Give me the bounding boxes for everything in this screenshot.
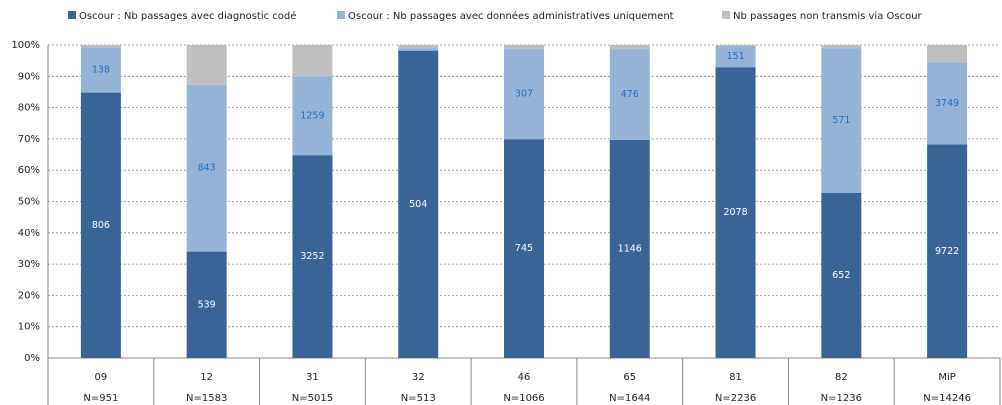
bar-segment <box>504 45 544 50</box>
y-tick-label: 100% <box>11 40 40 51</box>
x-total-label: N=1066 <box>503 393 544 404</box>
y-tick-label: 30% <box>18 259 40 270</box>
bar-segment <box>186 45 227 85</box>
legend-swatch <box>722 11 730 19</box>
x-tick-label: 46 <box>518 372 531 383</box>
data-label: 9722 <box>935 246 959 257</box>
data-label: 652 <box>832 270 850 281</box>
data-label: 307 <box>515 89 533 100</box>
bar-segment <box>398 50 439 358</box>
x-tick-label: 32 <box>412 372 425 383</box>
y-tick-label: 90% <box>18 71 40 82</box>
y-tick-label: 0% <box>24 353 40 364</box>
data-label: 138 <box>92 64 110 75</box>
legend-label: Oscour : Nb passages avec données admini… <box>348 10 674 22</box>
data-label: 3749 <box>935 98 959 109</box>
x-tick-label: 12 <box>200 372 213 383</box>
data-label: 2078 <box>723 207 747 218</box>
x-tick-label: 09 <box>95 372 108 383</box>
y-tick-label: 20% <box>18 290 40 301</box>
data-label: 151 <box>726 51 744 62</box>
bar-segment <box>927 62 968 145</box>
bar-segment <box>715 67 756 359</box>
x-tick-label: MiP <box>938 372 955 383</box>
x-tick-label: 31 <box>306 372 319 383</box>
x-tick-label: 82 <box>835 372 848 383</box>
x-tick-label: 81 <box>729 372 742 383</box>
bar-segment <box>504 139 544 358</box>
bar-segment <box>186 251 227 358</box>
y-tick-label: 50% <box>18 197 40 208</box>
bar-segment <box>927 144 968 358</box>
data-label: 571 <box>832 115 850 126</box>
x-total-label: N=5015 <box>292 393 333 404</box>
x-total-label: N=1583 <box>186 393 227 404</box>
bar-segment <box>821 48 862 193</box>
bar-segment <box>292 155 333 358</box>
bar-segment <box>398 48 439 51</box>
bar-segment <box>398 45 439 49</box>
y-tick-label: 10% <box>18 322 40 333</box>
data-label: 539 <box>198 299 216 310</box>
bar-segment <box>609 45 650 50</box>
data-label: 806 <box>92 220 110 231</box>
bar-segment <box>80 92 121 359</box>
data-label: 843 <box>198 163 216 174</box>
x-total-label: N=14246 <box>923 393 971 404</box>
x-total-label: N=951 <box>83 393 118 404</box>
bar-segment <box>715 45 756 68</box>
y-tick-label: 80% <box>18 103 40 114</box>
bar-segment <box>715 45 756 46</box>
x-total-label: N=513 <box>401 393 436 404</box>
bar-segment <box>609 49 650 140</box>
data-label: 3252 <box>300 251 324 262</box>
bar-segment <box>927 45 968 63</box>
bar-segment <box>186 84 227 252</box>
bar-segment <box>292 76 333 156</box>
bar-segment <box>821 45 862 49</box>
data-label: 745 <box>515 243 533 254</box>
data-label: 1259 <box>300 110 324 121</box>
legend-label: Nb passages non transmis via Oscour <box>733 11 923 22</box>
x-total-label: N=2236 <box>715 393 756 404</box>
y-tick-label: 70% <box>18 134 40 145</box>
data-label: 1146 <box>618 243 642 254</box>
data-label: 504 <box>409 199 427 210</box>
bar-segment <box>504 49 544 140</box>
y-tick-label: 40% <box>18 228 40 239</box>
bar-segment <box>609 139 650 358</box>
legend-swatch <box>337 11 345 19</box>
legend-swatch <box>68 11 76 19</box>
y-tick-label: 60% <box>18 165 40 176</box>
x-tick-label: 65 <box>623 372 636 383</box>
bar-segment <box>292 45 333 77</box>
bar-segment <box>80 45 121 48</box>
data-label: 476 <box>621 89 639 100</box>
bar-segment <box>80 47 121 93</box>
x-total-label: N=1644 <box>609 393 650 404</box>
legend-label: Oscour : Nb passages avec diagnostic cod… <box>79 10 296 22</box>
x-total-label: N=1236 <box>821 393 862 404</box>
bar-segment <box>821 192 862 358</box>
